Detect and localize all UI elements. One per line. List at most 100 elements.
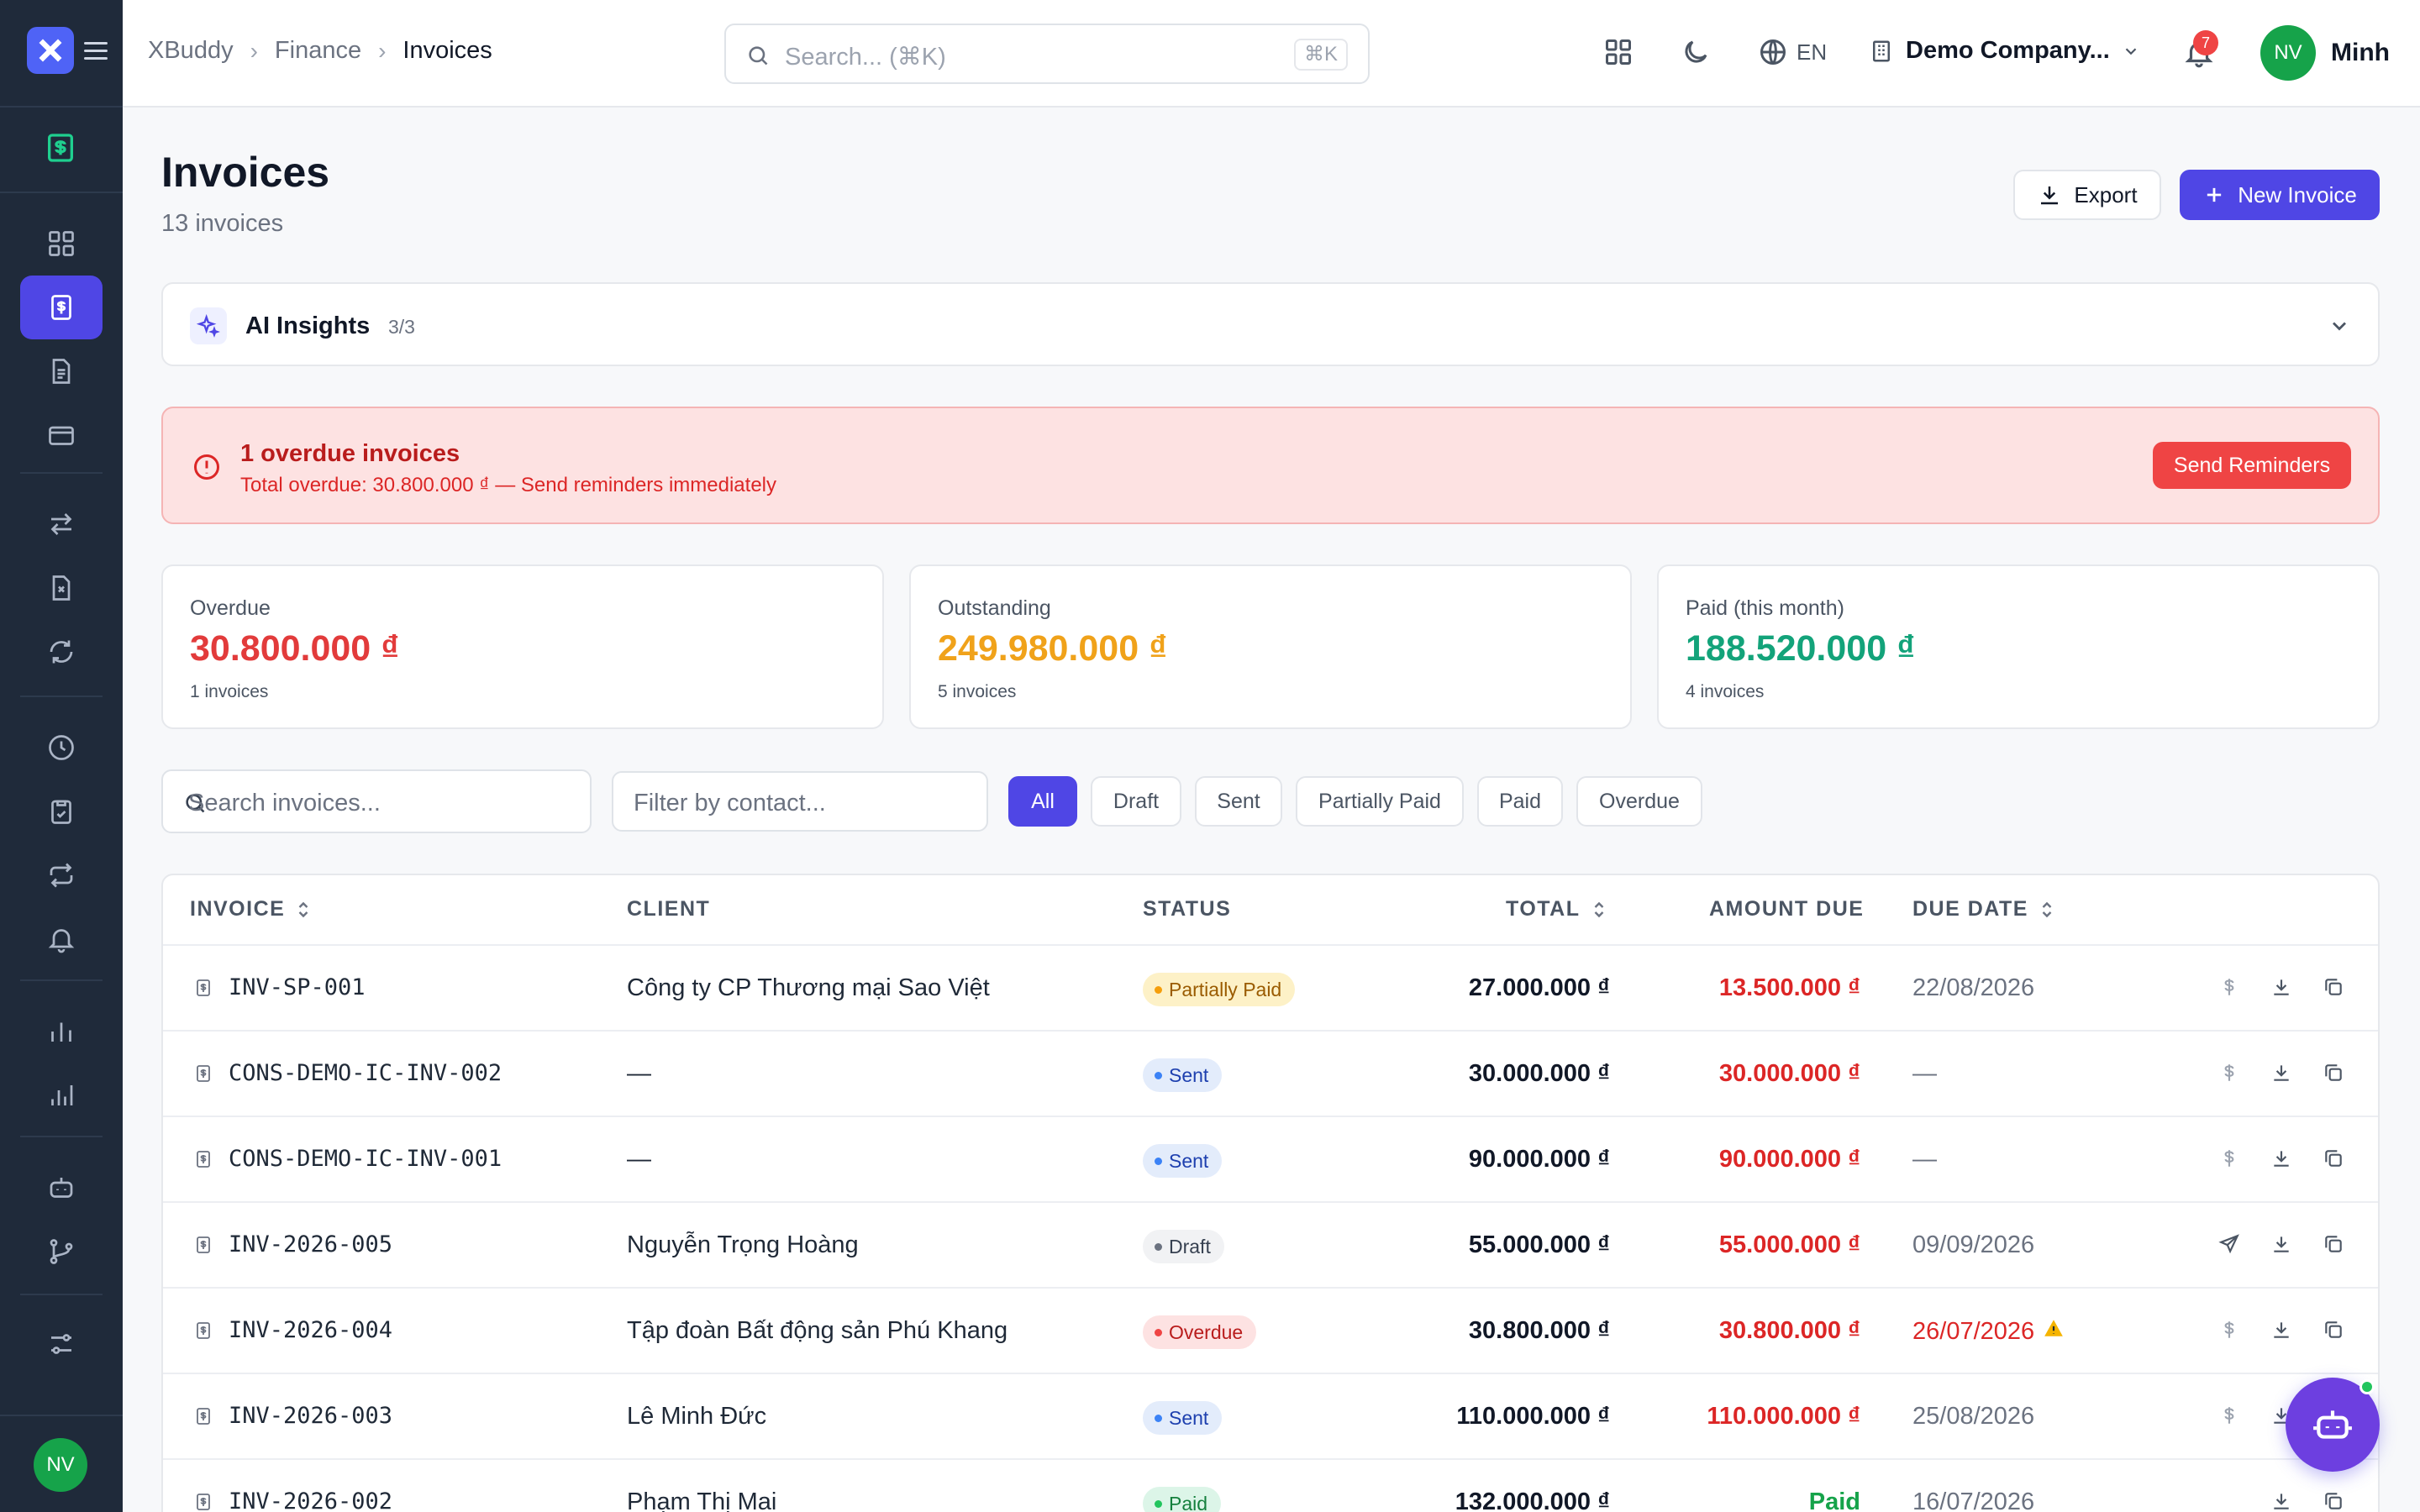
send-icon[interactable]: [2218, 1233, 2240, 1255]
table-row[interactable]: INV-SP-001 Công ty CP Thương mại Sao Việt…: [163, 944, 2378, 1030]
invoice-number[interactable]: INV-2026-003: [229, 1403, 393, 1429]
stat-value: 249.980.000 ₫: [938, 628, 1168, 669]
breadcrumb-xbuddy[interactable]: XBuddy: [148, 37, 234, 64]
amount-due: 30.000.000 ₫: [1718, 1060, 1860, 1087]
column-header-label: AMOUNT DUE: [1709, 897, 1865, 921]
invoice-total: 55.000.000 ₫: [1468, 1231, 1610, 1258]
filter-chip-all[interactable]: All: [1008, 776, 1077, 827]
export-button[interactable]: Export: [2013, 170, 2161, 220]
duplicate-icon[interactable]: [2323, 1147, 2344, 1169]
status-badge: Overdue: [1143, 1315, 1257, 1349]
chevron-right-icon: ›: [250, 37, 258, 64]
app-logo[interactable]: [27, 27, 74, 74]
logo-icon: [39, 39, 62, 62]
status-label: Overdue: [1169, 1320, 1244, 1343]
contact-filter-input[interactable]: Filter by contact...: [612, 771, 988, 832]
table-row[interactable]: INV-2026-003 Lê Minh Đức Sent 110.000.000 ₫…: [163, 1373, 2378, 1458]
sidebar-item-robot[interactable]: [20, 1156, 103, 1220]
sidebar-item-sliders[interactable]: [20, 1312, 103, 1376]
menu-toggle-icon[interactable]: [84, 42, 108, 60]
download-icon[interactable]: [2270, 1490, 2292, 1512]
download-icon[interactable]: [2270, 1062, 2292, 1084]
filter-chip-sent[interactable]: Sent: [1195, 776, 1282, 827]
client-name: Phạm Thị Mai: [627, 1488, 777, 1512]
finance-module-icon[interactable]: [44, 131, 77, 165]
row-actions: [2218, 1147, 2344, 1169]
invoice-number[interactable]: INV-2026-004: [229, 1317, 393, 1343]
new-invoice-button[interactable]: New Invoice: [2180, 170, 2380, 220]
invoice-number[interactable]: INV-2026-002: [229, 1488, 393, 1512]
duplicate-icon[interactable]: [2323, 1319, 2344, 1341]
invoice-icon: [193, 1320, 213, 1345]
invoice-search-input[interactable]: Search invoices...: [161, 769, 592, 833]
sidebar-item-transfer-arrows[interactable]: [20, 492, 103, 556]
sidebar-item-repeat[interactable]: [20, 843, 103, 907]
duplicate-icon[interactable]: [2323, 1062, 2344, 1084]
sidebar-item-file-x[interactable]: [20, 556, 103, 620]
invoice-number[interactable]: INV-2026-005: [229, 1231, 393, 1257]
record-payment-icon[interactable]: [2218, 976, 2240, 998]
sidebar-item-bar-chart[interactable]: [20, 1000, 103, 1063]
filter-chip-overdue[interactable]: Overdue: [1576, 776, 1702, 827]
column-header-due-date[interactable]: DUE DATE: [1912, 897, 2055, 921]
bar-chart-icon: [51, 1022, 71, 1042]
company-switcher[interactable]: Demo Company...: [1869, 37, 2140, 65]
invoice-total: 132.000.000 ₫: [1455, 1488, 1610, 1512]
filter-chip-draft[interactable]: Draft: [1091, 776, 1181, 827]
send-reminders-button[interactable]: Send Reminders: [2153, 442, 2351, 489]
sidebar-item-bell[interactable]: [20, 907, 103, 971]
table-row[interactable]: CONS-DEMO-IC-INV-001 — Sent 90.000.000 ₫ 90.…: [163, 1116, 2378, 1201]
download-icon[interactable]: [2270, 1233, 2292, 1255]
status-dot: [1155, 1242, 1162, 1251]
column-header-label: STATUS: [1143, 897, 1232, 921]
ai-insights-panel[interactable]: AI Insights 3/3: [161, 282, 2380, 366]
download-icon[interactable]: [2270, 1319, 2292, 1341]
sidebar-avatar[interactable]: NV: [34, 1438, 87, 1492]
table-row[interactable]: INV-2026-002 Phạm Thị Mai Paid 132.000.000 …: [163, 1458, 2378, 1512]
sidebar-item-git-branch[interactable]: [20, 1220, 103, 1284]
sidebar-item-document[interactable]: [20, 339, 103, 403]
language-switcher[interactable]: EN: [1758, 37, 1827, 67]
record-payment-icon[interactable]: [2218, 1319, 2240, 1341]
sidebar-item-credit-card[interactable]: [20, 403, 103, 467]
table-row[interactable]: INV-2026-004 Tập đoàn Bất động sản Phú Kh…: [163, 1287, 2378, 1373]
invoice-number[interactable]: CONS-DEMO-IC-INV-001: [229, 1146, 502, 1172]
filter-chip-paid[interactable]: Paid: [1477, 776, 1563, 827]
record-payment-icon[interactable]: [2218, 1147, 2240, 1169]
moon-icon[interactable]: [1681, 37, 1711, 67]
due-date-value: 26/07/2026: [1912, 1317, 2035, 1345]
sidebar-item-dashboard-grid[interactable]: [20, 212, 103, 276]
invoice-number[interactable]: INV-SP-001: [229, 974, 366, 1000]
robot-icon: [50, 1178, 73, 1198]
duplicate-icon[interactable]: [2323, 1233, 2344, 1255]
download-icon[interactable]: [2270, 976, 2292, 998]
sidebar-item-clock[interactable]: [20, 716, 103, 780]
sidebar-item-invoice[interactable]: [20, 276, 103, 339]
invoice-number[interactable]: CONS-DEMO-IC-INV-002: [229, 1060, 502, 1086]
column-header-total[interactable]: TOTAL: [1506, 897, 1607, 921]
sidebar-item-clipboard-check[interactable]: [20, 780, 103, 843]
download-icon[interactable]: [2270, 1147, 2292, 1169]
breadcrumb-finance[interactable]: Finance: [274, 37, 362, 64]
dashboard-grid-icon: [49, 231, 74, 256]
duplicate-icon[interactable]: [2323, 976, 2344, 998]
duplicate-icon[interactable]: [2323, 1490, 2344, 1512]
stat-card-overdue: Overdue 30.800.000 ₫ 1 invoices: [161, 564, 884, 729]
table-row[interactable]: CONS-DEMO-IC-INV-002 — Sent 30.000.000 ₫ 30.…: [163, 1030, 2378, 1116]
sidebar-group-divider: [20, 1136, 103, 1137]
filter-chip-partially-paid[interactable]: Partially Paid: [1296, 776, 1464, 827]
sidebar-item-bar-chart-alt[interactable]: [20, 1063, 103, 1127]
record-payment-icon[interactable]: [2218, 1404, 2240, 1426]
apps-grid-icon[interactable]: [1603, 37, 1634, 67]
global-search-input[interactable]: Search... (⌘K) ⌘K: [724, 24, 1370, 84]
invoice-total: 110.000.000 ₫: [1456, 1403, 1610, 1430]
record-payment-icon[interactable]: [2218, 1062, 2240, 1084]
sidebar-item-refresh[interactable]: [20, 620, 103, 684]
alert-text: Total overdue: 30.800.000 ₫ — Send remin…: [240, 474, 776, 496]
column-header-invoice[interactable]: INVOICE: [190, 897, 312, 921]
ai-insights-count: 3/3: [388, 316, 415, 338]
user-avatar[interactable]: NV: [2260, 25, 2316, 81]
table-row[interactable]: INV-2026-005 Nguyễn Trọng Hoàng Draft 55.00…: [163, 1201, 2378, 1287]
chevron-down-icon[interactable]: [2328, 314, 2351, 338]
user-name[interactable]: Minh: [2331, 39, 2390, 66]
